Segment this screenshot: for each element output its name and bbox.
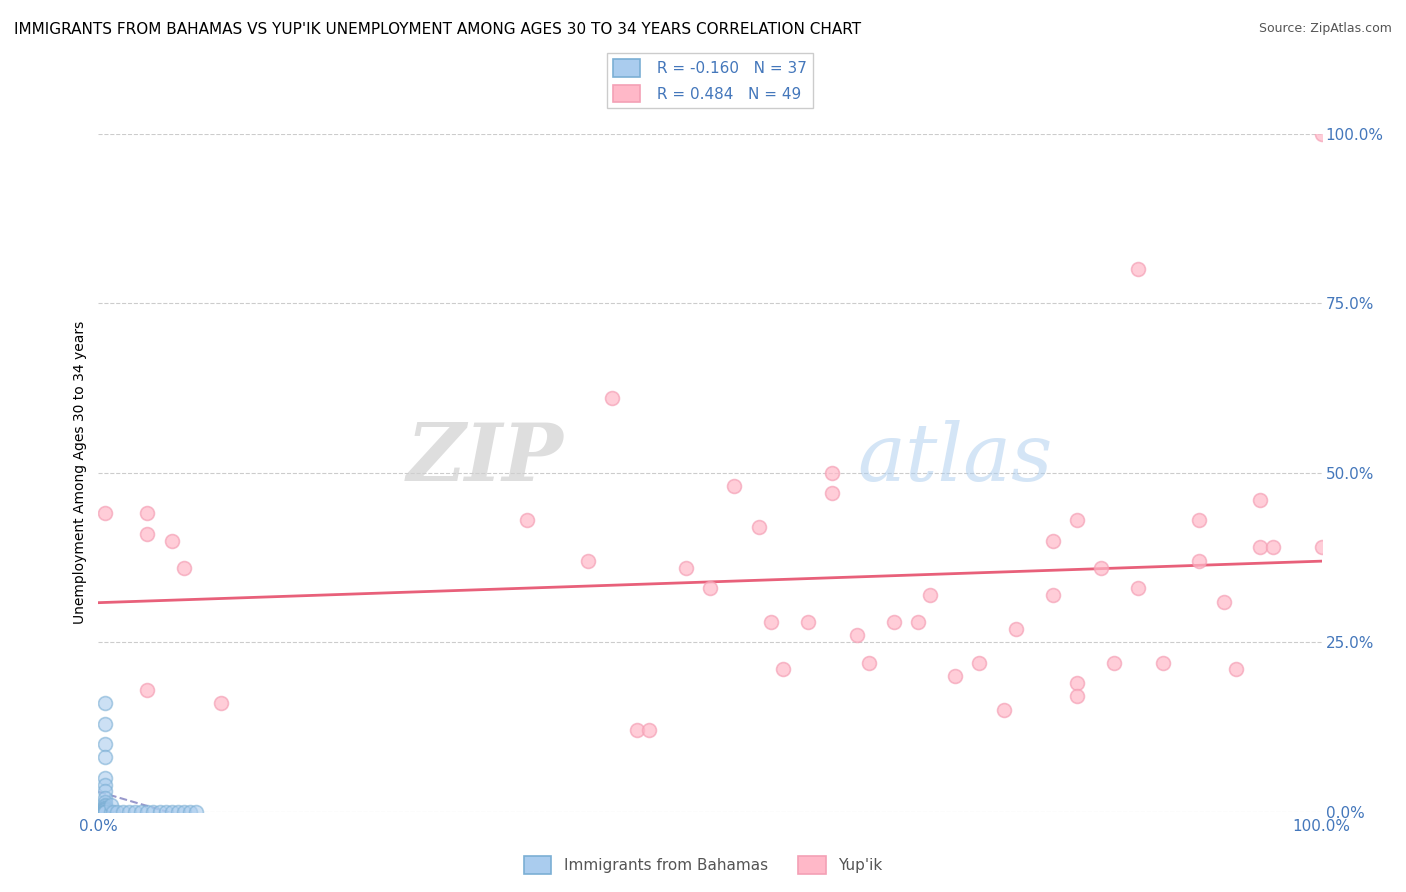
Point	[515, 513, 537, 527]
Y-axis label: Unemployment Among Ages 30 to 34 years: Unemployment Among Ages 30 to 34 years	[73, 321, 87, 624]
Point	[1188, 554, 1211, 568]
Point	[821, 466, 844, 480]
Point	[173, 560, 195, 574]
Point	[1004, 622, 1026, 636]
Point	[699, 581, 721, 595]
Point	[93, 771, 115, 785]
Point	[129, 805, 152, 819]
Point	[1066, 513, 1088, 527]
Point	[883, 615, 905, 629]
Point	[600, 391, 623, 405]
Point	[186, 805, 208, 819]
Point	[93, 716, 115, 731]
Point	[101, 805, 124, 819]
Point	[845, 628, 868, 642]
Point	[1066, 690, 1088, 704]
Point	[638, 723, 661, 738]
Point	[93, 797, 115, 812]
Point	[1225, 662, 1247, 676]
Point	[93, 805, 115, 819]
Point	[1212, 594, 1234, 608]
Point	[179, 805, 201, 819]
Point	[1249, 541, 1271, 555]
Point	[821, 486, 844, 500]
Text: ZIP: ZIP	[406, 420, 564, 498]
Point	[1042, 588, 1064, 602]
Point	[100, 805, 122, 819]
Point	[100, 797, 122, 812]
Point	[93, 737, 115, 751]
Point	[1042, 533, 1064, 548]
Point	[93, 799, 115, 814]
Point	[967, 656, 990, 670]
Point	[124, 805, 146, 819]
Point	[1128, 581, 1150, 595]
Point	[136, 682, 159, 697]
Point	[920, 588, 942, 602]
Point	[93, 784, 115, 798]
Point	[1310, 541, 1333, 555]
Point	[93, 803, 115, 817]
Point	[993, 703, 1015, 717]
Point	[1128, 262, 1150, 277]
Point	[173, 805, 195, 819]
Text: atlas: atlas	[856, 420, 1052, 498]
Point	[797, 615, 820, 629]
Point	[1152, 656, 1174, 670]
Point	[93, 800, 115, 814]
Point	[93, 795, 115, 809]
Point	[118, 805, 141, 819]
Point	[1249, 492, 1271, 507]
Legend:  R = -0.160   N = 37,  R = 0.484   N = 49: R = -0.160 N = 37, R = 0.484 N = 49	[606, 54, 814, 109]
Point	[93, 750, 115, 764]
Point	[160, 533, 183, 548]
Point	[167, 805, 190, 819]
Point	[93, 805, 115, 819]
Point	[136, 805, 159, 819]
Point	[1261, 541, 1284, 555]
Point	[155, 805, 177, 819]
Point	[160, 805, 183, 819]
Point	[209, 696, 232, 710]
Point	[723, 479, 745, 493]
Point	[142, 805, 165, 819]
Point	[136, 526, 159, 541]
Point	[93, 802, 115, 816]
Point	[1310, 127, 1333, 141]
Point	[93, 791, 115, 805]
Point	[907, 615, 929, 629]
Point	[1090, 560, 1112, 574]
Point	[93, 805, 115, 819]
Point	[93, 801, 115, 815]
Point	[943, 669, 966, 683]
Text: Source: ZipAtlas.com: Source: ZipAtlas.com	[1258, 22, 1392, 36]
Point	[93, 507, 115, 521]
Point	[93, 696, 115, 710]
Point	[93, 803, 115, 817]
Point	[149, 805, 172, 819]
Point	[111, 805, 134, 819]
Point	[576, 554, 599, 568]
Point	[1102, 656, 1125, 670]
Point	[105, 805, 128, 819]
Point	[675, 560, 697, 574]
Point	[626, 723, 648, 738]
Point	[772, 662, 794, 676]
Point	[1188, 513, 1211, 527]
Point	[136, 507, 159, 521]
Point	[93, 778, 115, 792]
Point	[93, 805, 115, 819]
Point	[748, 520, 770, 534]
Legend: Immigrants from Bahamas, Yup'ik: Immigrants from Bahamas, Yup'ik	[517, 850, 889, 880]
Point	[1066, 676, 1088, 690]
Point	[761, 615, 783, 629]
Text: IMMIGRANTS FROM BAHAMAS VS YUP'IK UNEMPLOYMENT AMONG AGES 30 TO 34 YEARS CORRELA: IMMIGRANTS FROM BAHAMAS VS YUP'IK UNEMPL…	[14, 22, 862, 37]
Point	[858, 656, 880, 670]
